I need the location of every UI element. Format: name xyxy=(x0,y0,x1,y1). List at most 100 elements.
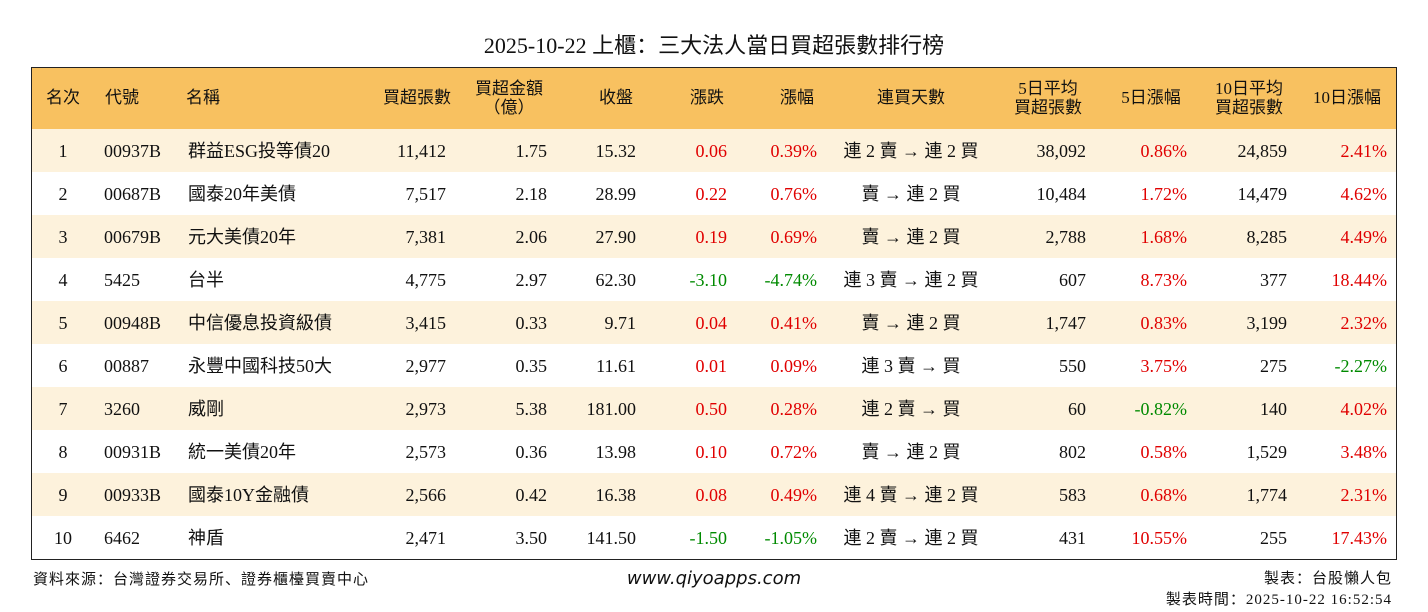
table-cell: 3,199 xyxy=(1246,313,1288,333)
header-cell: 10日平均 買超張數 xyxy=(1189,79,1309,117)
table-cell: 3.50 xyxy=(515,528,548,548)
table-cell: 4.62% xyxy=(1340,184,1388,204)
header-text: 買超張數 xyxy=(1215,98,1283,117)
header-cell: 代號 xyxy=(62,88,182,107)
header-text: 名次 xyxy=(46,88,80,107)
table-cell: 00937B xyxy=(104,141,162,161)
title: 2025-10-22 上櫃：三大法人當日買超張數排行榜 xyxy=(483,33,945,58)
table-cell: 國泰10Y金融債 xyxy=(188,485,309,505)
table-cell: -2.27% xyxy=(1334,356,1388,376)
table-cell: 連 4 賣 → 連 2 買 xyxy=(843,485,979,505)
header-text: 買超張數 xyxy=(1014,98,1082,117)
table-cell: 141.50 xyxy=(586,528,637,548)
header-cell: 10日漲幅 xyxy=(1287,88,1407,107)
table-cell: -4.74% xyxy=(764,270,818,290)
table-cell: 0.68% xyxy=(1140,485,1188,505)
table-cell: 0.49% xyxy=(770,485,818,505)
table-cell: 4.49% xyxy=(1340,227,1388,247)
header-text: 10日漲幅 xyxy=(1313,88,1381,107)
header-text: 收盤 xyxy=(599,88,633,107)
header-text: 連買天數 xyxy=(877,88,945,107)
table-cell: 0.08 xyxy=(695,485,728,505)
header-cell: 買超張數 xyxy=(357,88,477,107)
maker: 製表：台股懶人包 xyxy=(1263,571,1392,587)
table-cell: 連 2 賣 → 連 2 買 xyxy=(843,528,979,548)
table-row: 10 6462 神盾 2,471 3.50 141.50 -1.50 -1.05% 連 2 賣 … xyxy=(32,516,1396,559)
table-cell: 18.44% xyxy=(1331,270,1388,290)
table-cell: 0.33 xyxy=(515,313,548,333)
table-row: 6 00887 永豐中國科技50大 2,977 0.35 11.61 0.01 0.09% 連 … xyxy=(32,344,1396,387)
table-cell: 6 xyxy=(58,356,68,376)
table-cell: 28.99 xyxy=(595,184,637,204)
table-cell: 2.18 xyxy=(515,184,548,204)
header-text: 5日平均 xyxy=(1018,79,1078,98)
table-cell: 0.42 xyxy=(515,485,548,505)
table-cell: 0.28% xyxy=(770,399,818,419)
table-cell: 0.83% xyxy=(1140,313,1188,333)
table-cell: 27.90 xyxy=(595,227,637,247)
table-row: 7 3260 威剛 2,973 5.38 181.00 0.50 0.28% 連 2 賣 → 買… xyxy=(32,387,1396,430)
header-cell: 收盤 xyxy=(556,88,676,107)
table-cell: 0.10 xyxy=(695,442,728,462)
table-cell: 181.00 xyxy=(586,399,637,419)
table-cell: 38,092 xyxy=(1036,141,1087,161)
header-text: 買超張數 xyxy=(383,88,451,107)
header-cell: 名次 xyxy=(3,88,123,107)
header-text: 代號 xyxy=(105,88,139,107)
table-row: 8 00931B 統一美債20年 2,573 0.36 13.98 0.10 0.72% 賣 →… xyxy=(32,430,1396,473)
header-row: 名次 代號 名稱 買超張數 買超金額 （億） 收盤 漲跌 漲幅 連買天數 5日平均 買超張數 5日漲幅 1… xyxy=(32,68,1396,130)
header-text: 10日平均 xyxy=(1215,79,1283,98)
table-cell: -3.10 xyxy=(689,270,728,290)
table-cell: 賣 → 連 2 買 xyxy=(861,442,961,462)
table-cell: 140 xyxy=(1260,399,1287,419)
table-cell: 9.71 xyxy=(604,313,637,333)
table-cell: 4,775 xyxy=(405,270,447,290)
table-row: 9 00933B 國泰10Y金融債 2,566 0.42 16.38 0.08 0.49% 連 … xyxy=(32,473,1396,516)
table-row: 1 00937B 群益ESG投等債20 11,412 1.75 15.32 0.06 0.39… xyxy=(32,129,1396,172)
table-cell: 1.68% xyxy=(1140,227,1188,247)
table-cell: 永豐中國科技50大 xyxy=(188,356,332,376)
table-cell: 62.30 xyxy=(595,270,637,290)
table-cell: -1.05% xyxy=(764,528,818,548)
table-cell: 3,415 xyxy=(405,313,447,333)
table-cell: 1,747 xyxy=(1045,313,1087,333)
header-text: 漲幅 xyxy=(780,88,814,107)
table-cell: 2.32% xyxy=(1340,313,1388,333)
table-cell: 00931B xyxy=(104,442,162,462)
table-cell: 00933B xyxy=(104,485,162,505)
table-cell: 2,788 xyxy=(1045,227,1087,247)
table-cell: 2.41% xyxy=(1340,141,1388,161)
table-cell: 0.50 xyxy=(695,399,728,419)
table-cell: 60 xyxy=(1068,399,1086,419)
table-cell: 1.72% xyxy=(1140,184,1188,204)
table-cell: 14,479 xyxy=(1237,184,1288,204)
table-cell: 5 xyxy=(58,313,68,333)
table-cell: 0.36 xyxy=(515,442,548,462)
table-cell: 10,484 xyxy=(1036,184,1087,204)
table-cell: 台半 xyxy=(188,270,224,290)
table-cell: 賣 → 連 2 買 xyxy=(861,227,961,247)
table-cell: 10 xyxy=(54,528,72,548)
table-cell: 10.55% xyxy=(1131,528,1188,548)
table-cell: 8.73% xyxy=(1140,270,1188,290)
table-cell: 607 xyxy=(1059,270,1086,290)
table-row: 2 00687B 國泰20年美債 7,517 2.18 28.99 0.22 0.76% 賣 →… xyxy=(32,172,1396,215)
table-cell: 0.76% xyxy=(770,184,818,204)
table-cell: 0.19 xyxy=(695,227,728,247)
table-cell: 3.48% xyxy=(1340,442,1388,462)
table-row: 4 5425 台半 4,775 2.97 62.30 -3.10 -4.74% 連 3 賣 → … xyxy=(32,258,1396,301)
table-cell: 賣 → 連 2 買 xyxy=(861,184,961,204)
header-cell: 漲幅 xyxy=(737,88,857,107)
table-cell: 0.01 xyxy=(695,356,728,376)
table-cell: 431 xyxy=(1059,528,1086,548)
table-cell: 統一美債20年 xyxy=(188,442,296,462)
header-cell: 買超金額 （億） xyxy=(449,79,569,117)
table-cell: 7 xyxy=(58,399,68,419)
table-cell: 17.43% xyxy=(1331,528,1388,548)
table-cell: 7,381 xyxy=(405,227,447,247)
table-cell: 5.38 xyxy=(515,399,548,419)
table-cell: 1,529 xyxy=(1246,442,1288,462)
table-cell: 15.32 xyxy=(595,141,637,161)
table-cell: 2,573 xyxy=(405,442,447,462)
table-cell: 0.58% xyxy=(1140,442,1188,462)
